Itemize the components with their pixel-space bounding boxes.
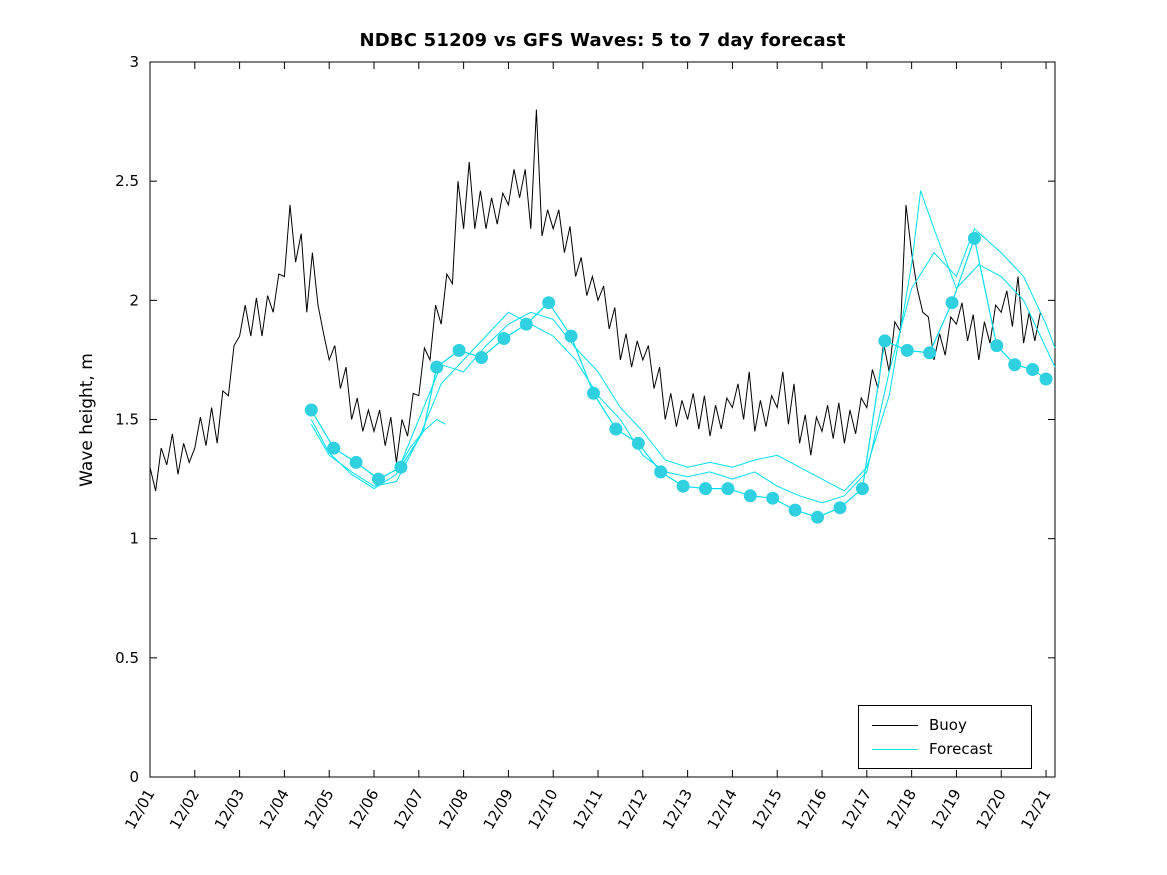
series-forecast-run-3 [310, 227, 1056, 504]
x-tick-label: 12/21 [1017, 786, 1054, 832]
series-buoy [149, 109, 1041, 492]
x-tick-label: 12/15 [748, 786, 785, 832]
forecast-marker [743, 489, 757, 503]
forecast-marker [497, 332, 511, 345]
legend: Buoy Forecast [858, 705, 1032, 769]
y-tick-label: 0.5 [115, 649, 139, 667]
forecast-marker [430, 360, 444, 374]
axes-box [149, 61, 1056, 778]
forecast-marker [721, 482, 735, 496]
forecast-marker [1008, 358, 1022, 372]
legend-label-buoy: Buoy [929, 716, 967, 734]
x-tick-label: 12/20 [972, 786, 1009, 832]
y-tick-label: 1 [129, 530, 139, 548]
y-tick-label: 0 [129, 768, 139, 786]
y-tick-label: 3 [129, 53, 139, 71]
y-tick-label: 2.5 [115, 172, 139, 190]
forecast-marker [542, 296, 556, 310]
y-tick-label: 2 [129, 291, 139, 309]
legend-label-forecast: Forecast [929, 740, 993, 758]
forecast-marker [811, 510, 824, 524]
forecast-line-sample [872, 748, 918, 750]
x-tick-label: 12/02 [166, 786, 203, 832]
x-tick-label: 12/05 [300, 786, 337, 832]
forecast-marker [1039, 372, 1053, 386]
x-tick-label: 12/07 [390, 786, 427, 832]
x-tick-label: 12/06 [345, 786, 382, 832]
forecast-marker [587, 386, 600, 400]
x-tick-label: 12/12 [614, 786, 651, 832]
x-tick-label: 12/18 [883, 786, 920, 832]
forecast-marker [990, 339, 1004, 353]
forecast-marker [967, 231, 981, 245]
x-tick-label: 12/03 [211, 786, 248, 832]
x-tick-label: 12/01 [121, 786, 158, 832]
forecast-marker [564, 329, 578, 343]
forecast-marker [900, 343, 914, 357]
forecast-marker [766, 491, 780, 505]
x-tick-label: 12/14 [704, 786, 741, 832]
series-forecast-run-2 [310, 190, 1056, 492]
legend-entry-forecast: Forecast [872, 737, 1031, 761]
series-forecast-run-4 [395, 418, 446, 473]
forecast-marker [519, 317, 533, 331]
forecast-marker [676, 479, 690, 493]
x-tick-label: 12/09 [480, 786, 517, 832]
forecast-marker [631, 436, 645, 450]
forecast-marker [833, 501, 847, 515]
forecast-marker [855, 482, 869, 496]
forecast-marker [372, 472, 385, 486]
x-tick-label: 12/19 [928, 786, 965, 832]
buoy-line-sample [872, 724, 918, 726]
forecast-marker [699, 482, 712, 496]
chart-title: NDBC 51209 vs GFS Waves: 5 to 7 day fore… [359, 30, 846, 51]
x-tick-label: 12/08 [435, 786, 472, 832]
forecast-marker [394, 460, 408, 474]
x-tick-label: 12/17 [838, 786, 875, 832]
forecast-marker [349, 455, 363, 469]
x-tick-label: 12/13 [659, 786, 696, 832]
forecast-marker [1026, 363, 1040, 376]
series-forecast-run-1 [310, 236, 1047, 518]
forecast-marker [945, 296, 959, 310]
forecast-marker [609, 422, 623, 436]
x-tick-label: 12/04 [256, 786, 293, 832]
forecast-marker [327, 441, 341, 455]
legend-entry-buoy: Buoy [872, 713, 1031, 737]
x-tick-label: 12/11 [569, 786, 606, 832]
forecast-marker [654, 465, 668, 479]
forecast-marker [304, 403, 318, 417]
forecast-marker [475, 351, 488, 364]
x-tick-label: 12/16 [793, 786, 830, 832]
forecast-marker [788, 503, 802, 517]
forecast-marker [878, 334, 892, 348]
forecast-marker [452, 343, 466, 357]
y-tick-label: 1.5 [115, 411, 139, 429]
x-tick-label: 12/10 [524, 786, 561, 832]
forecast-marker [923, 346, 937, 360]
